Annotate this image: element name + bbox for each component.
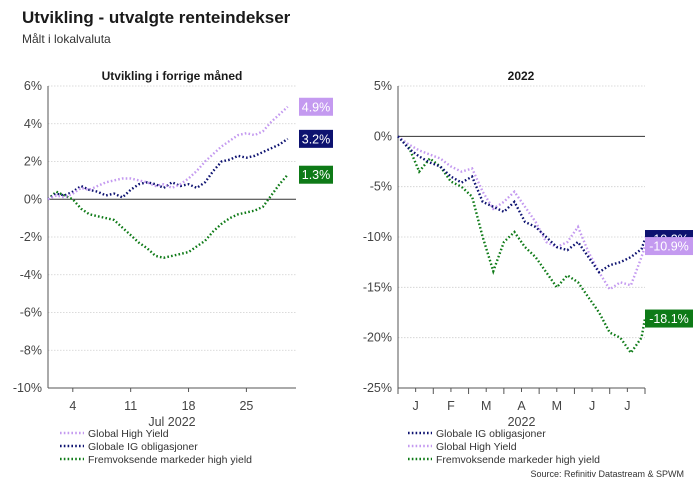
legend-label: Fremvoksende markeder high yield <box>436 454 600 466</box>
end-value-badge <box>645 237 693 256</box>
x-tick-label: A <box>517 399 526 413</box>
y-tick-label: -25% <box>363 381 392 395</box>
page-title: Utvikling - utvalgte renteindekser <box>22 8 291 27</box>
series-line-fremvoksende-markeder-high-yield <box>47 173 289 260</box>
y-tick-label: -10% <box>13 381 42 395</box>
legend-label: Global High Yield <box>88 428 169 440</box>
end-value-badge <box>645 309 693 328</box>
series-line-globale-ig-obligasjoner <box>397 135 647 274</box>
end-value-badge <box>299 165 333 184</box>
end-value-label: -18.1% <box>649 312 689 326</box>
y-tick-label: -5% <box>370 180 392 194</box>
y-tick-label: 2% <box>24 155 42 169</box>
y-tick-label: -15% <box>363 280 392 294</box>
end-value-badge <box>299 97 333 116</box>
y-tick-label: -6% <box>20 306 42 320</box>
y-tick-label: 6% <box>24 79 42 93</box>
x-tick-label: M <box>481 399 491 413</box>
panel-title: 2022 <box>508 69 535 83</box>
legend-label: Fremvoksende markeder high yield <box>88 454 252 466</box>
y-tick-label: 0% <box>374 129 392 143</box>
series-line-globale-ig-obligasjoner <box>47 137 289 201</box>
y-tick-label: -10% <box>363 230 392 244</box>
x-tick-label: J <box>589 399 595 413</box>
y-tick-label: 0% <box>24 192 42 206</box>
series-line-global-high-yield <box>397 135 647 291</box>
x-tick-label: F <box>447 399 455 413</box>
legend-label: Globale IG obligasjoner <box>88 441 198 453</box>
x-tick-label: M <box>552 399 562 413</box>
x-tick-label: J <box>413 399 419 413</box>
end-value-label: -10.9% <box>649 240 689 254</box>
source-note: Source: Refinitiv Datastream & SPWM <box>530 469 684 479</box>
series-line-fremvoksende-markeder-high-yield <box>397 135 647 355</box>
legend-label: Global High Yield <box>436 441 517 453</box>
x-tick-label: J <box>624 399 630 413</box>
x-tick-label: 11 <box>124 399 137 413</box>
end-value-label: 4.9% <box>302 100 331 114</box>
y-tick-label: -8% <box>20 343 42 357</box>
y-tick-label: -20% <box>363 331 392 345</box>
page-subtitle: Målt i lokalvaluta <box>22 32 111 46</box>
x-axis-title: 2022 <box>508 415 536 429</box>
y-tick-label: -2% <box>20 230 42 244</box>
legend-label: Globale IG obligasjoner <box>436 428 546 440</box>
y-tick-label: -4% <box>20 268 42 282</box>
y-tick-label: 4% <box>24 117 42 131</box>
x-axis-title: Jul 2022 <box>148 415 195 429</box>
x-tick-label: 25 <box>239 399 253 413</box>
end-value-badge <box>299 129 333 148</box>
panel-title: Utvikling i forrige måned <box>102 69 243 83</box>
x-tick-label: 4 <box>69 399 76 413</box>
y-tick-label: 5% <box>374 79 392 93</box>
end-value-label: 3.2% <box>302 132 331 146</box>
end-value-label: 1.3% <box>302 168 331 182</box>
x-tick-label: 18 <box>182 399 196 413</box>
